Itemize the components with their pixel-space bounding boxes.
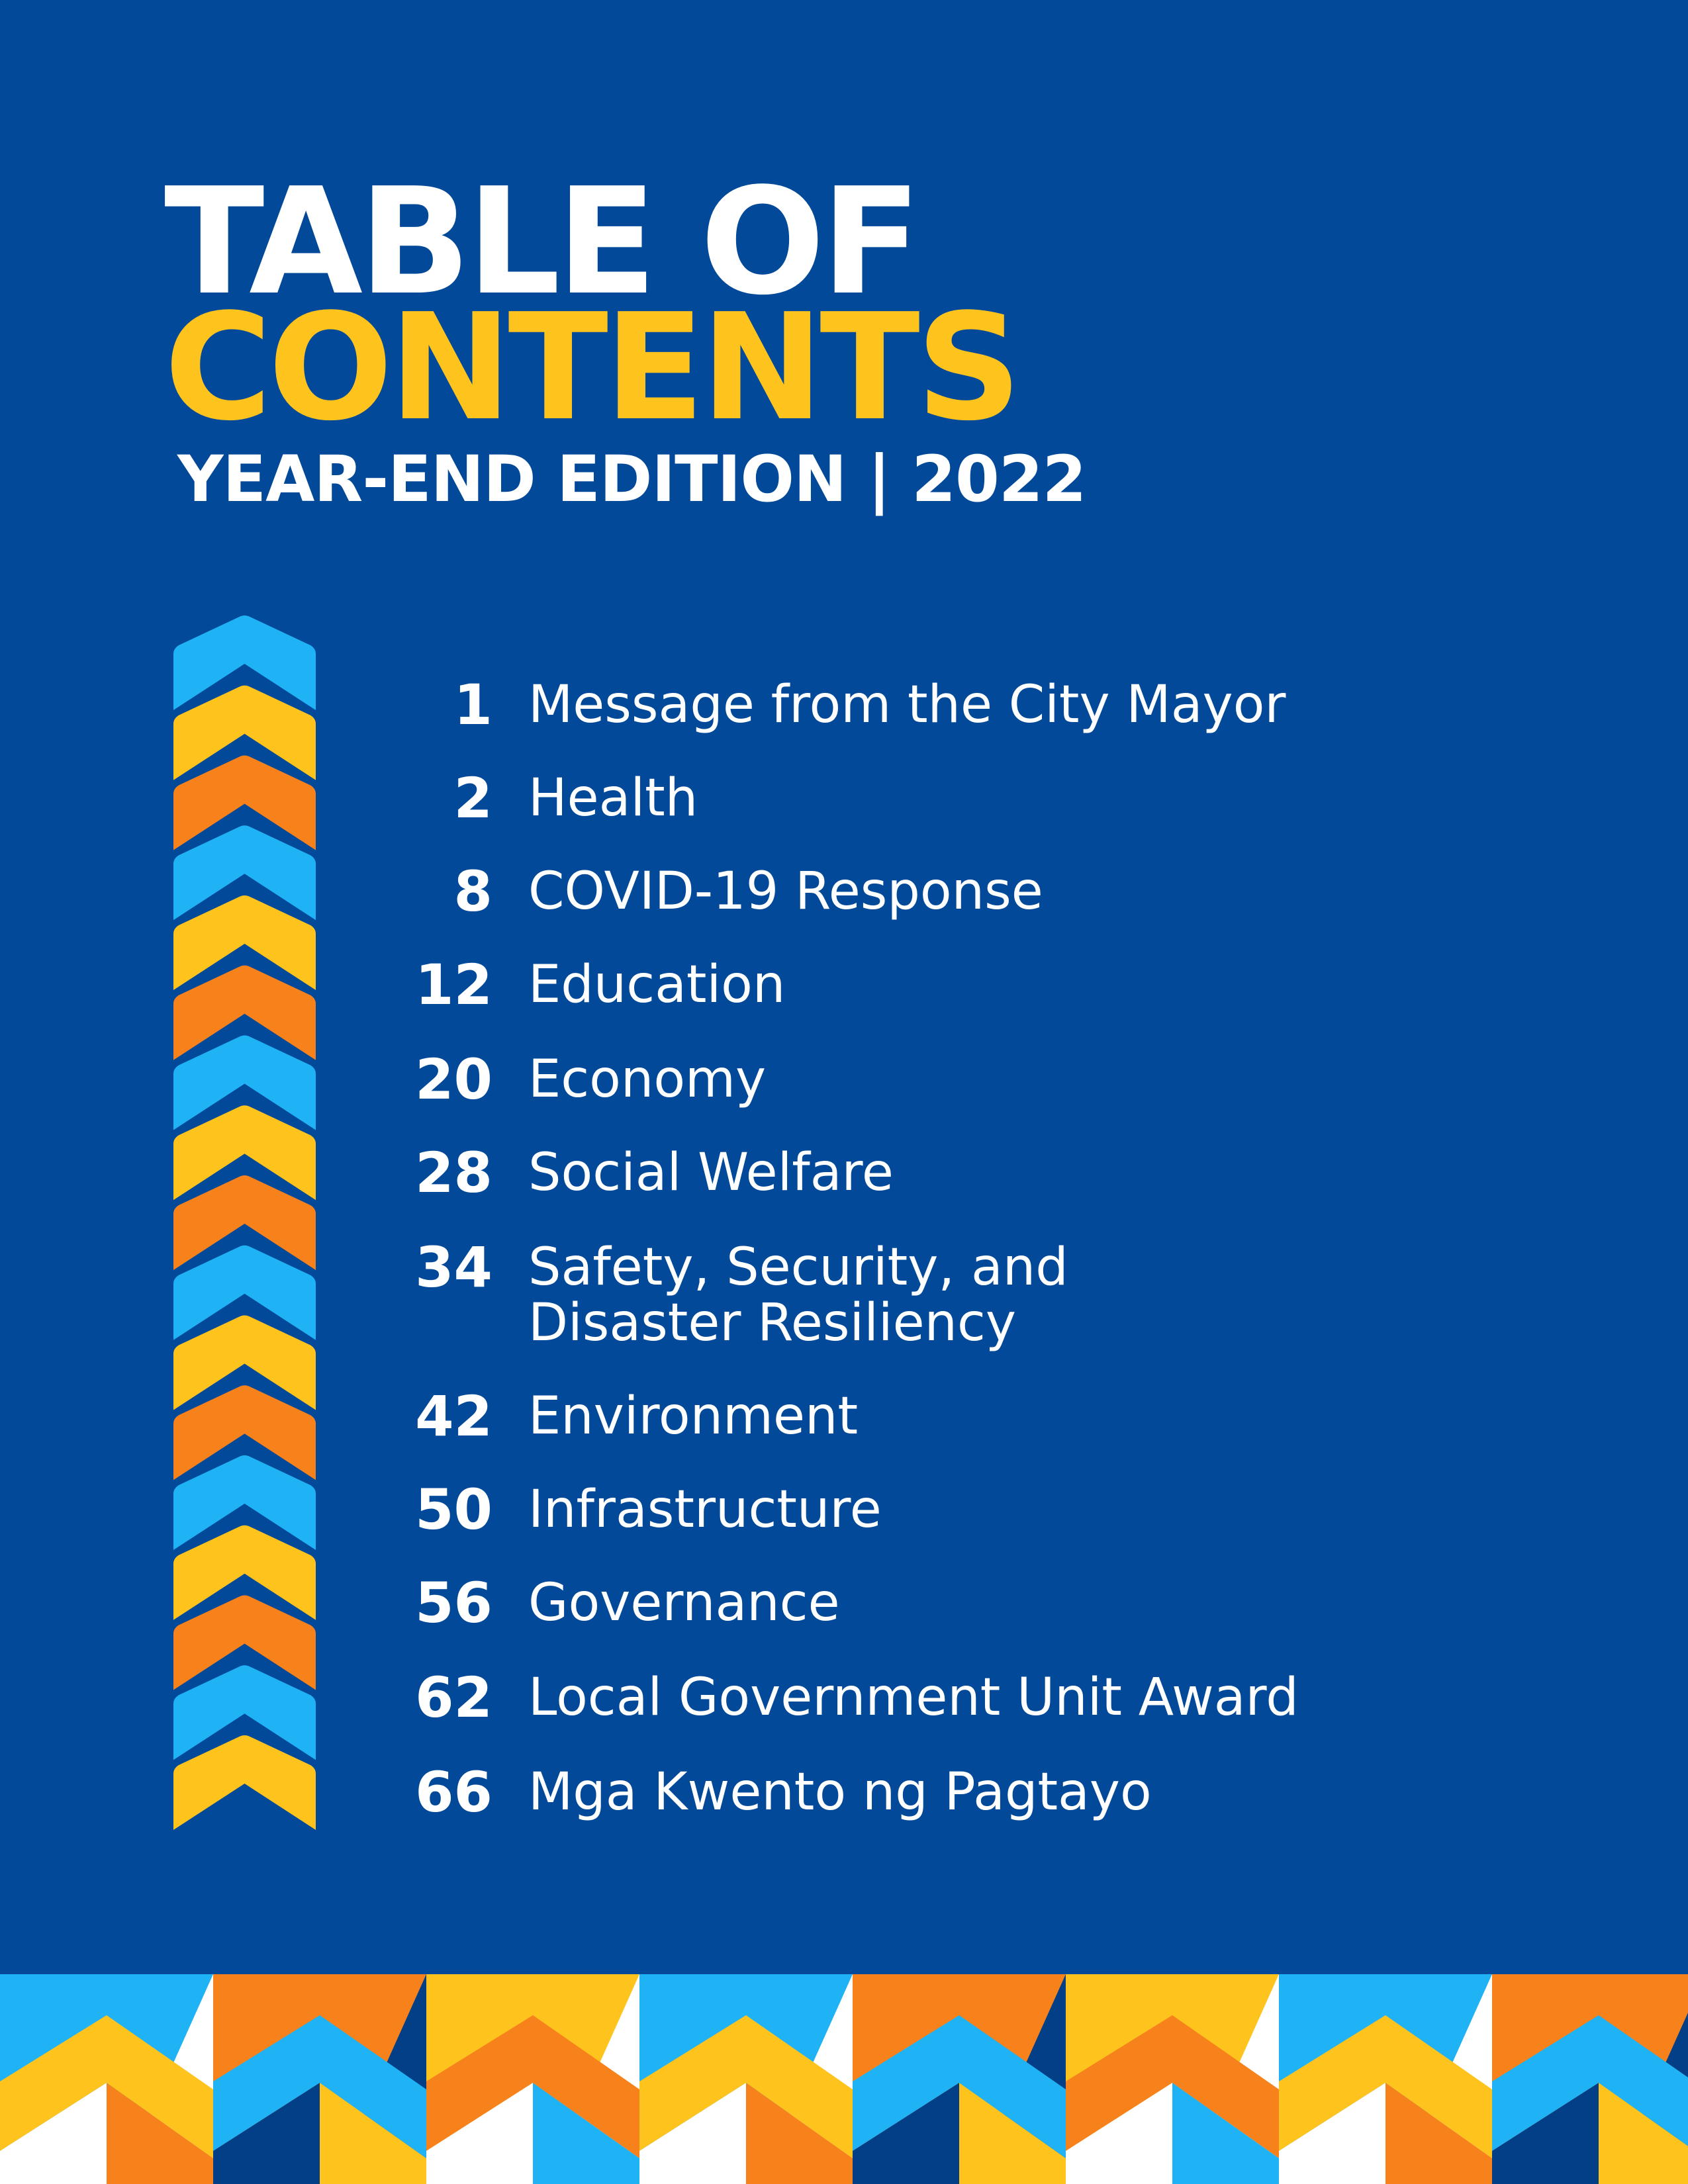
toc-page-number: 50 bbox=[415, 1477, 492, 1542]
chevron-shape bbox=[173, 755, 316, 850]
chevron-shape bbox=[173, 1385, 316, 1480]
toc-entry[interactable]: 42 Environment bbox=[0, 1380, 1688, 1453]
toc-entry-title: COVID-19 Response bbox=[528, 855, 1043, 919]
chevron-shape bbox=[173, 1175, 316, 1270]
toc-page-number: 62 bbox=[415, 1665, 492, 1730]
pattern-shape bbox=[639, 2015, 853, 2158]
toc-entry[interactable]: 34 Safety, Security, and Disaster Resilien… bbox=[0, 1231, 1688, 1351]
toc-page-number: 12 bbox=[415, 952, 492, 1017]
toc-entry-title-line: Local Government Unit Award bbox=[528, 1668, 1299, 1727]
toc-entry-title-line: Economy bbox=[528, 1050, 767, 1109]
toc-entry[interactable]: 2 Health bbox=[0, 762, 1688, 835]
pattern-shape bbox=[0, 2083, 107, 2184]
pattern-shape bbox=[746, 2083, 853, 2184]
chevron-shape bbox=[173, 685, 316, 780]
pattern-shape bbox=[426, 2083, 533, 2184]
chevron-shape bbox=[173, 1315, 316, 1410]
toc-entry[interactable]: 8 COVID-19 Response bbox=[0, 855, 1688, 928]
chevron-shape bbox=[173, 965, 316, 1060]
toc-entry-title-line: Disaster Resiliency bbox=[528, 1293, 1017, 1353]
pattern-shape bbox=[320, 2083, 426, 2184]
pattern-shape bbox=[1279, 2083, 1385, 2184]
toc-entry-title-line: Education bbox=[528, 955, 786, 1015]
toc-entry[interactable]: 66 Mga Kwento ng Pagtayo bbox=[0, 1756, 1688, 1829]
toc-page-number: 42 bbox=[415, 1384, 492, 1449]
toc-entry[interactable]: 12 Education bbox=[0, 948, 1688, 1021]
toc-entry-title-line: Message from the City Mayor bbox=[528, 675, 1286, 735]
toc-entry-title-line: Governance bbox=[528, 1573, 840, 1633]
toc-entry-title: Education bbox=[528, 948, 785, 1013]
toc-entry-title: Local Government Unit Award bbox=[528, 1661, 1299, 1725]
chevron-shape bbox=[173, 1245, 316, 1340]
pattern-shape bbox=[1492, 2083, 1599, 2184]
pattern-shape bbox=[0, 2015, 213, 2158]
toc-entry-title-line: Social Welfare bbox=[528, 1143, 894, 1203]
pattern-shape bbox=[213, 2083, 320, 2184]
toc-page-number: 2 bbox=[453, 766, 492, 831]
toc-entry-title-line: Infrastructure bbox=[528, 1480, 882, 1539]
toc-entry-title: Safety, Security, and Disaster Resiliency bbox=[528, 1231, 1068, 1351]
toc-page-number: 1 bbox=[453, 672, 492, 737]
pattern-shape bbox=[1279, 2015, 1492, 2158]
chevron-shape bbox=[173, 615, 316, 710]
toc-entry[interactable]: 56 Governance bbox=[0, 1567, 1688, 1639]
toc-page-number: 8 bbox=[453, 859, 492, 924]
pattern-shape bbox=[853, 2015, 1066, 2158]
toc-entry-title-line: Environment bbox=[528, 1387, 859, 1446]
pattern-shape bbox=[1385, 2083, 1492, 2184]
toc-page-number: 66 bbox=[415, 1760, 492, 1825]
pattern-shape bbox=[1066, 2083, 1172, 2184]
chevron-shape bbox=[173, 1525, 316, 1620]
toc-entry[interactable]: 20 Economy bbox=[0, 1043, 1688, 1116]
toc-entry-title: Governance bbox=[528, 1567, 840, 1631]
bottom-pattern-decoration bbox=[0, 1974, 1688, 2184]
chevron-shape bbox=[173, 895, 316, 990]
toc-page-number: 34 bbox=[415, 1235, 492, 1300]
chevron-shape bbox=[173, 825, 316, 921]
chevron-shape bbox=[173, 1455, 316, 1550]
pattern-shape bbox=[1492, 2015, 1688, 2151]
toc-entry-title: Health bbox=[528, 762, 698, 826]
title-line-2: CONTENTS bbox=[164, 283, 1022, 453]
pattern-shape bbox=[107, 2083, 213, 2184]
pattern-shape bbox=[959, 2083, 1066, 2184]
pattern-shape bbox=[533, 2083, 639, 2184]
toc-entry-title: Mga Kwento ng Pagtayo bbox=[528, 1756, 1152, 1820]
chevron-shape bbox=[173, 1595, 316, 1690]
toc-page-number: 56 bbox=[415, 1570, 492, 1635]
chevron-column-decoration bbox=[173, 615, 316, 1830]
toc-entry[interactable]: 50 Infrastructure bbox=[0, 1473, 1688, 1546]
toc-entry-title: Message from the City Mayor bbox=[528, 668, 1286, 733]
toc-entry-title: Social Welfare bbox=[528, 1136, 894, 1201]
toc-entry-title-line: COVID-19 Response bbox=[528, 862, 1043, 921]
toc-entry[interactable]: 1 Message from the City Mayor bbox=[0, 668, 1688, 741]
chevron-shape bbox=[173, 1665, 316, 1760]
toc-entry-title: Infrastructure bbox=[528, 1473, 882, 1537]
toc-entry-title-line: Health bbox=[528, 768, 698, 828]
pattern-shape bbox=[639, 2083, 746, 2184]
chevron-shape bbox=[173, 1105, 316, 1201]
toc-entry[interactable]: 28 Social Welfare bbox=[0, 1136, 1688, 1209]
toc-entry-title-line: Mga Kwento ng Pagtayo bbox=[528, 1762, 1152, 1822]
title-line-1: TABLE OF bbox=[164, 157, 921, 328]
toc-entry[interactable]: 62 Local Government Unit Award bbox=[0, 1661, 1688, 1734]
toc-entry-title: Economy bbox=[528, 1043, 766, 1107]
toc-entry-title: Environment bbox=[528, 1380, 858, 1444]
pattern-shape bbox=[853, 2083, 959, 2184]
pattern-shape bbox=[1172, 2083, 1279, 2184]
chevron-shape bbox=[173, 1035, 316, 1130]
chevron-shape bbox=[173, 1735, 316, 1830]
pattern-shape bbox=[1066, 2015, 1279, 2158]
pattern-shape bbox=[213, 2015, 426, 2158]
toc-page-number: 28 bbox=[415, 1140, 492, 1205]
toc-page-number: 20 bbox=[415, 1047, 492, 1112]
toc-entry-title-line: Safety, Security, and bbox=[528, 1238, 1068, 1297]
pattern-shape bbox=[1599, 2083, 1688, 2184]
pattern-shape bbox=[426, 2015, 639, 2158]
subtitle: YEAR-END EDITION | 2022 bbox=[177, 442, 1086, 516]
